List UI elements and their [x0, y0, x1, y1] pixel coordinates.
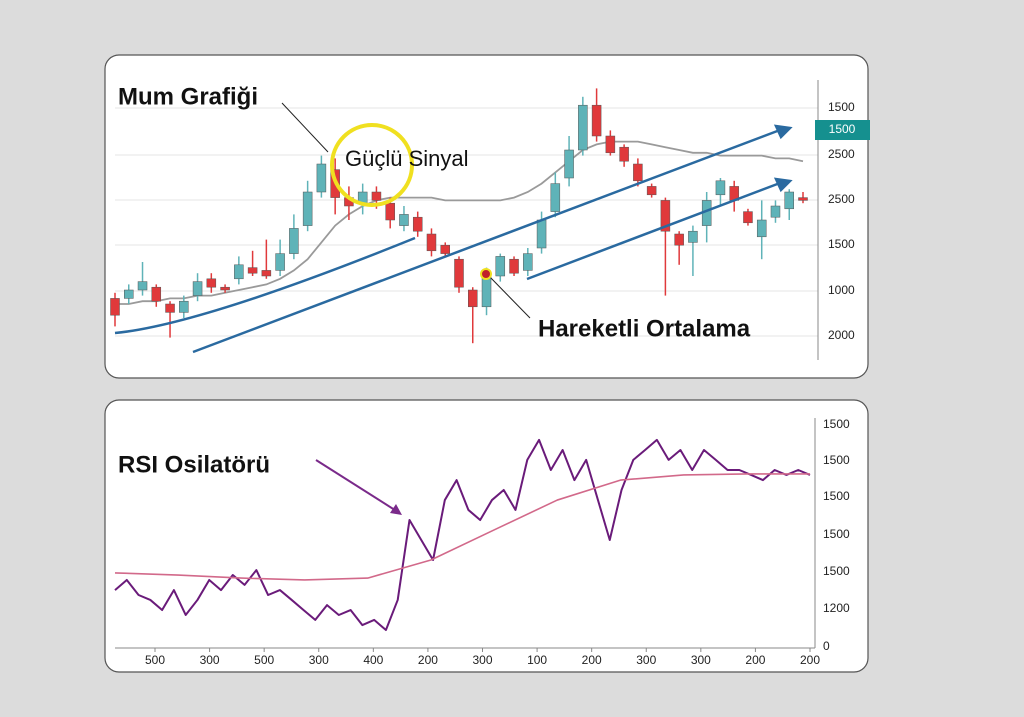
- price-panel: [104, 54, 869, 379]
- highlight-circle: [330, 123, 414, 207]
- pointer: [487, 274, 531, 319]
- y-tick-label: 2500: [828, 192, 855, 206]
- candle-body: [578, 104, 588, 151]
- y-tick-label: 1500: [823, 564, 850, 578]
- x-tick-label: 200: [800, 653, 820, 667]
- candle-body: [302, 191, 313, 226]
- candle-body: [261, 270, 272, 277]
- candle-body: [660, 200, 671, 232]
- annotation: Güçlü Sinyal: [345, 146, 469, 171]
- rsi-line: [114, 473, 810, 581]
- x-tick-label: 300: [636, 653, 656, 667]
- candle-body: [798, 197, 808, 201]
- candle-body: [179, 300, 189, 313]
- candle-body: [206, 278, 217, 288]
- moving-average: [115, 140, 804, 305]
- candle-body: [137, 281, 148, 291]
- candle-body: [165, 303, 175, 313]
- y-tick-label: 1500: [828, 237, 855, 251]
- candle-body: [633, 163, 643, 182]
- arrowhead: [390, 504, 402, 515]
- candle-body: [481, 275, 492, 308]
- candle-body: [756, 219, 767, 238]
- candle-body: [591, 104, 602, 137]
- candle-body: [646, 186, 657, 196]
- candle-body: [674, 233, 684, 246]
- candle-body: [289, 228, 299, 254]
- candle-body: [151, 286, 162, 302]
- annotation: Hareketli Ortalama: [538, 315, 751, 342]
- y-tick-label: 1000: [828, 283, 855, 297]
- y-tick-label: 1200: [823, 601, 850, 615]
- candle-body: [509, 258, 519, 274]
- candle-body: [770, 205, 781, 218]
- price-badge: [815, 120, 870, 140]
- pointer: [281, 102, 329, 153]
- x-tick-label: 200: [582, 653, 602, 667]
- candle-body: [523, 253, 533, 271]
- y-tick-label: 2000: [828, 328, 855, 342]
- candle-body: [275, 253, 285, 271]
- x-tick-label: 300: [200, 653, 220, 667]
- x-tick-label: 500: [254, 653, 274, 667]
- candle-body: [316, 163, 327, 193]
- rsi-title: RSI Osilatörü: [118, 451, 270, 478]
- trend-lines: [114, 124, 793, 354]
- candle-body: [412, 216, 423, 232]
- candle-body: [784, 191, 794, 210]
- plot: [110, 88, 811, 632]
- signal-dot: [480, 268, 492, 280]
- candle-body: [715, 180, 726, 196]
- candle-body: [192, 281, 203, 296]
- candle-body: [688, 230, 698, 243]
- x-tick-label: 200: [745, 653, 765, 667]
- y-tick-label: 1500: [828, 100, 855, 114]
- y-tick-label: 1500: [823, 417, 850, 431]
- y-tick-label: 1500: [823, 489, 850, 503]
- candle-body: [220, 286, 230, 291]
- pointer: [315, 459, 399, 513]
- candle-body: [619, 146, 629, 162]
- y-tick-label: 0: [823, 639, 830, 653]
- candle-body: [426, 233, 437, 252]
- candle-body: [385, 202, 395, 221]
- candle-body: [564, 149, 574, 179]
- y-tick-label: 1500: [823, 527, 850, 541]
- annotation: Mum Grafiği: [118, 83, 258, 110]
- candle-body: [371, 191, 382, 201]
- candle-body: [495, 256, 506, 277]
- candle-body: [468, 289, 478, 308]
- y-tick-label: 1500: [823, 453, 850, 467]
- x-tick-label: 100: [527, 653, 547, 667]
- candle-body: [605, 135, 616, 154]
- x-tick-label: 400: [363, 653, 383, 667]
- x-tick-label: 500: [145, 653, 165, 667]
- candle-body: [536, 219, 547, 249]
- x-tick-label: 200: [418, 653, 438, 667]
- x-tick-label: 300: [309, 653, 329, 667]
- x-tick-label: 300: [472, 653, 492, 667]
- rsi-panel: [104, 399, 869, 673]
- candle-body: [110, 298, 120, 316]
- candle-body: [743, 211, 753, 224]
- candle-body: [550, 183, 561, 212]
- x-tick-label: 300: [691, 653, 711, 667]
- y-tick-label: 2500: [828, 147, 855, 161]
- badge-label: 1500: [829, 122, 856, 136]
- candle-body: [440, 244, 450, 254]
- candle-body: [124, 289, 134, 299]
- candle-body: [247, 267, 258, 274]
- candle-body: [234, 264, 244, 280]
- candle-body: [399, 214, 409, 226]
- candle-body: [454, 258, 464, 288]
